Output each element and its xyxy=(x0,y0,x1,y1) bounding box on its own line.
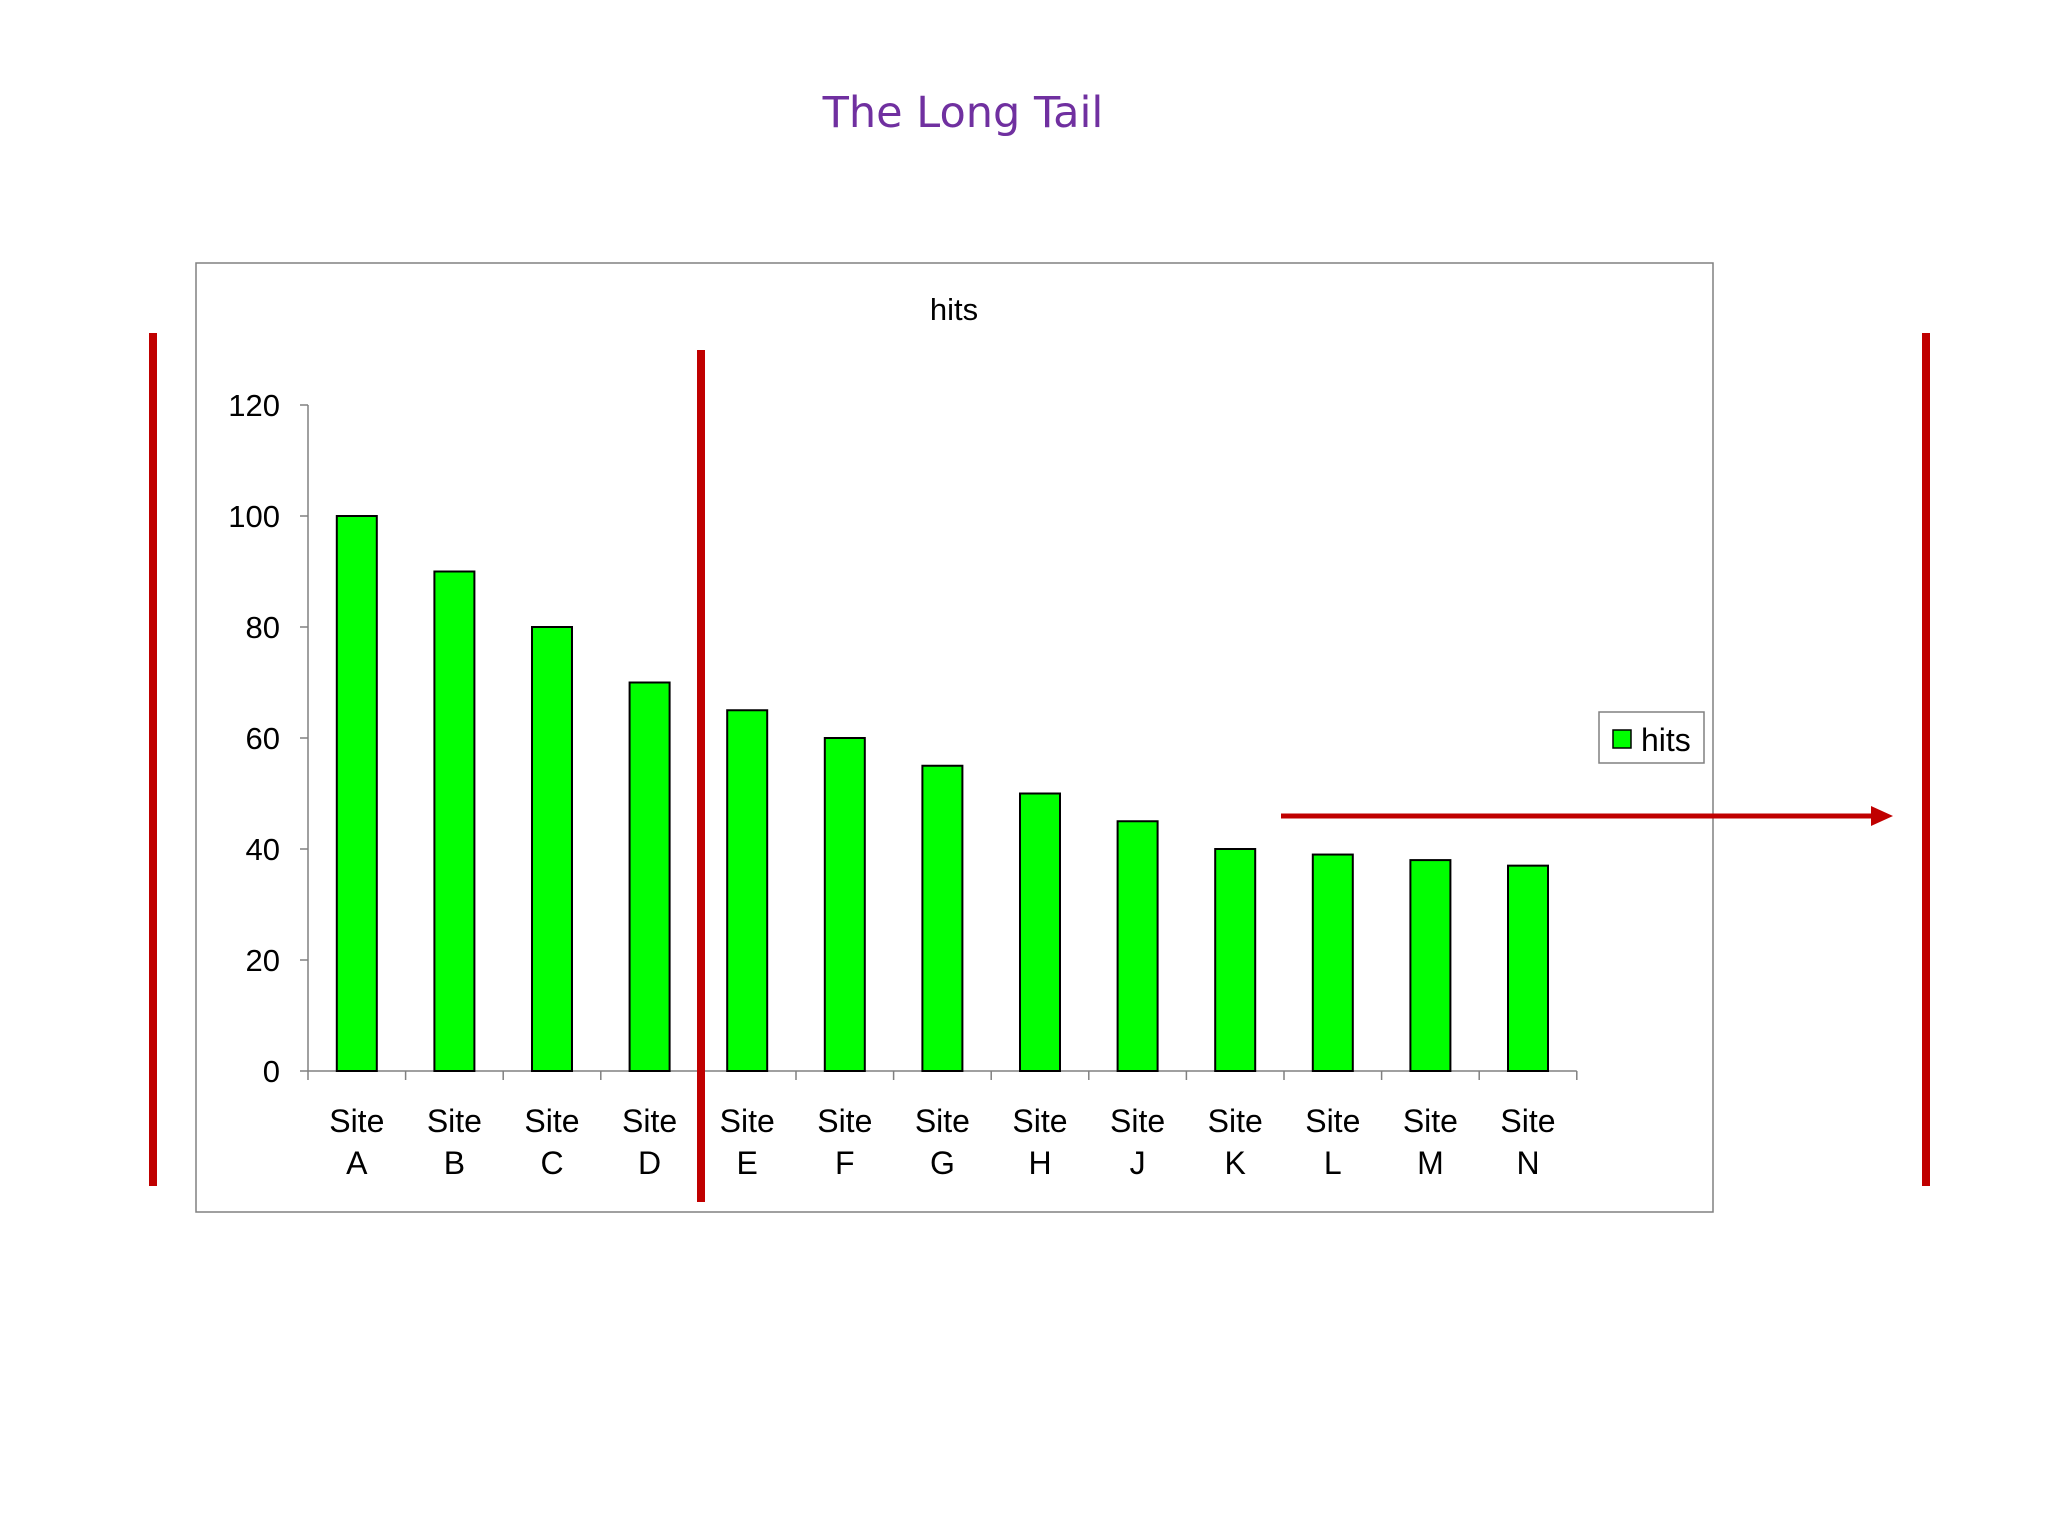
bar-site-n xyxy=(1507,864,1549,1073)
y-tick-label: 60 xyxy=(246,721,280,756)
y-tick-label: 0 xyxy=(263,1054,280,1089)
x-tick-label: Site A xyxy=(329,1103,384,1181)
legend-swatch xyxy=(1612,729,1632,749)
x-tick-label: Site G xyxy=(915,1103,970,1181)
chart-title: hits xyxy=(930,292,978,327)
bar-site-b xyxy=(433,570,476,1072)
bar-site-m xyxy=(1409,859,1452,1072)
x-tick-label: Site E xyxy=(720,1103,775,1181)
x-tick-label: Site M xyxy=(1403,1103,1458,1181)
bar-site-e xyxy=(726,709,769,1072)
legend-label: hits xyxy=(1641,722,1691,758)
y-tick-label: 120 xyxy=(228,388,280,423)
legend: hits xyxy=(1598,711,1705,764)
x-axis: Site A Site B Site C Site D Site E Site F Site G Site H… xyxy=(307,1070,1578,1181)
x-tick-label: Site K xyxy=(1208,1103,1263,1181)
bar-site-d xyxy=(628,681,671,1072)
slide-title: The Long Tail xyxy=(822,88,1104,138)
bar-site-c xyxy=(531,626,573,1072)
bar-site-g xyxy=(921,764,964,1072)
x-tick-label: Site H xyxy=(1012,1103,1067,1181)
bar-site-a xyxy=(335,515,378,1072)
tail-arrow-head xyxy=(1871,806,1893,826)
bar-site-f xyxy=(823,737,866,1072)
y-axis: 0 20 40 60 80 100 120 xyxy=(228,388,309,1089)
x-tick-label: Site C xyxy=(524,1103,579,1181)
bar-site-h xyxy=(1019,792,1061,1072)
x-tick-label: Site F xyxy=(817,1103,872,1181)
y-tick-label: 100 xyxy=(228,499,280,534)
y-tick-label: 80 xyxy=(246,610,280,645)
x-tick-label: Site D xyxy=(622,1103,677,1181)
bar-site-j xyxy=(1116,820,1159,1072)
x-tick-label: Site L xyxy=(1305,1103,1360,1181)
x-tick-label: Site N xyxy=(1500,1103,1555,1181)
x-tick-label: Site J xyxy=(1110,1103,1165,1181)
bar-site-k xyxy=(1214,848,1257,1072)
bar-series xyxy=(335,515,1549,1073)
y-tick-label: 40 xyxy=(246,832,280,867)
bar-site-l xyxy=(1311,853,1354,1072)
y-tick-label: 20 xyxy=(246,943,280,978)
x-tick-label: Site B xyxy=(427,1103,482,1181)
